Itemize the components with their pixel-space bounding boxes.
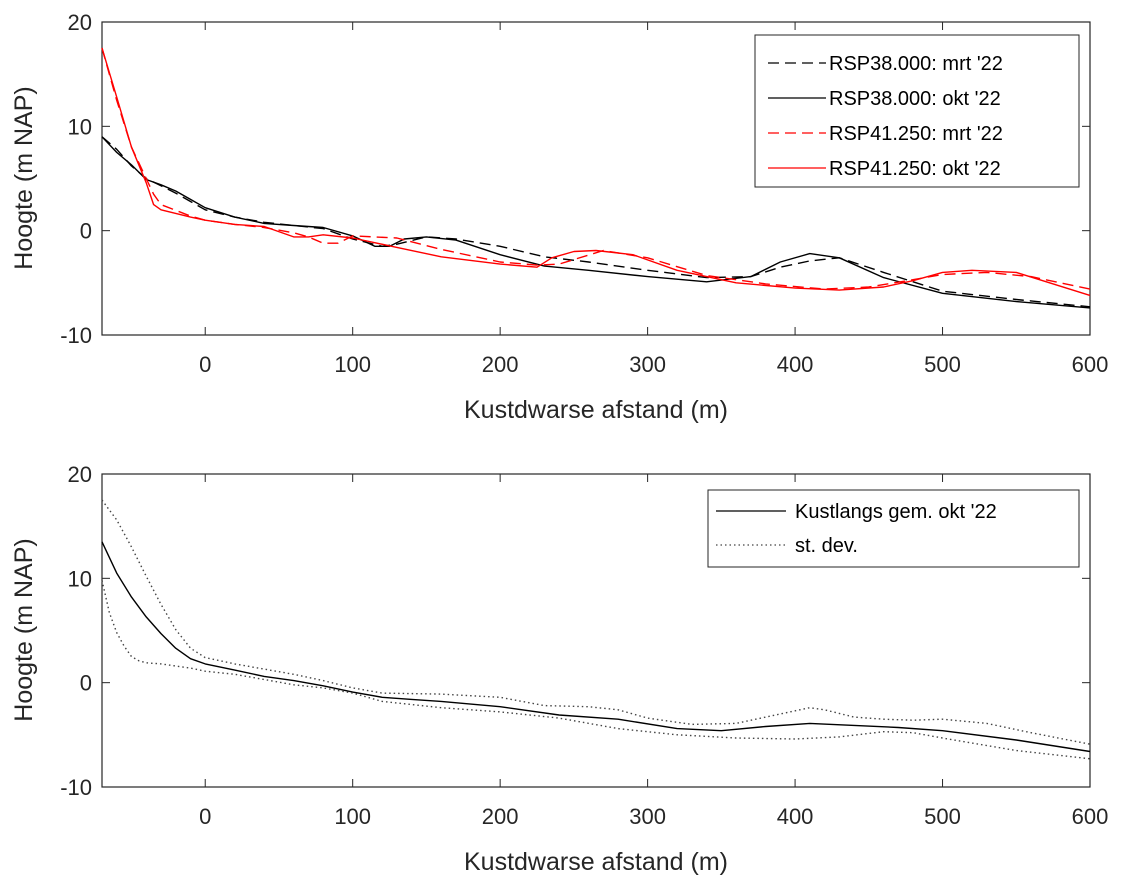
x-tick-label-0-6: 600 (1072, 352, 1109, 377)
x-tick-label-1-3: 300 (629, 804, 666, 829)
series-line-1-1 (101, 499, 1091, 745)
y-tick-label-1-1: 0 (80, 671, 92, 696)
x-ticks-top: 0 100 200 300 400 500 600 (199, 22, 1108, 377)
x-axis-label-top: Kustdwarse afstand (m) (464, 396, 728, 424)
legend-box-top (754, 34, 1080, 188)
x-tick-label-0-3: 300 (629, 352, 666, 377)
series-line-1-0 (101, 541, 1091, 753)
y-tick-label-0-3: 20 (68, 10, 92, 35)
x-tick-label-1-0: 0 (199, 804, 211, 829)
legend-label-rsp38-mrt: RSP38.000: mrt '22 (829, 53, 1003, 75)
x-axis-label-bottom: Kustdwarse afstand (m) (464, 848, 728, 876)
y-axis-label-top: Hoogte (m NAP) (10, 86, 38, 269)
x-tick-label-0-4: 400 (777, 352, 814, 377)
x-tick-label-1-6: 600 (1072, 804, 1109, 829)
y-tick-label-0-1: 0 (80, 219, 92, 244)
plot-area-top (101, 21, 1091, 336)
series-line-1-2 (101, 580, 1091, 760)
legend-label-rsp41-okt: RSP41.250: okt '22 (829, 158, 1001, 180)
legend-bottom: Kustlangs gem. okt '22 st. dev. (707, 489, 1080, 568)
legend-label-rsp38-okt: RSP38.000: okt '22 (829, 88, 1001, 110)
y-ticks-top: -10 0 10 20 (60, 10, 1090, 348)
x-tick-label-1-2: 200 (482, 804, 519, 829)
y-tick-label-0-2: 10 (68, 114, 92, 139)
y-tick-label-1-3: 20 (68, 462, 92, 487)
plot-area-bottom (101, 473, 1091, 788)
legend-label-mean: Kustlangs gem. okt '22 (795, 501, 997, 523)
x-tick-label-1-5: 500 (924, 804, 961, 829)
plot-lines-bottom (101, 499, 1091, 760)
series-line-0-0 (101, 136, 1091, 308)
plot-lines-top (101, 47, 1091, 309)
chart-top: 0 100 200 300 400 500 600 -10 0 10 20 Kustdwarse … (10, 10, 1108, 424)
x-tick-label-0-1: 100 (334, 352, 371, 377)
legend-top: RSP38.000: mrt '22 RSP38.000: okt '22 RS… (754, 34, 1080, 188)
series-line-0-3 (101, 47, 1091, 297)
y-tick-label-1-0: -10 (60, 775, 92, 800)
series-line-0-2 (101, 47, 1091, 290)
y-ticks-bottom: -10 0 10 20 (60, 462, 1090, 800)
x-tick-label-0-2: 200 (482, 352, 519, 377)
legend-label-rsp41-mrt: RSP41.250: mrt '22 (829, 123, 1003, 145)
x-tick-label-1-4: 400 (777, 804, 814, 829)
x-tick-label-0-5: 500 (924, 352, 961, 377)
y-axis-label-bottom: Hoogte (m NAP) (10, 538, 38, 721)
series-line-0-1 (101, 136, 1091, 309)
x-ticks-bottom: 0 100 200 300 400 500 600 (199, 474, 1108, 829)
legend-box-bottom (707, 489, 1080, 568)
x-tick-label-0-0: 0 (199, 352, 211, 377)
chart-bottom: 0 100 200 300 400 500 600 -10 0 10 20 Kustdwarse … (10, 462, 1108, 876)
y-tick-label-0-0: -10 (60, 323, 92, 348)
x-tick-label-1-1: 100 (334, 804, 371, 829)
legend-label-stdev: st. dev. (795, 535, 858, 557)
y-tick-label-1-2: 10 (68, 566, 92, 591)
